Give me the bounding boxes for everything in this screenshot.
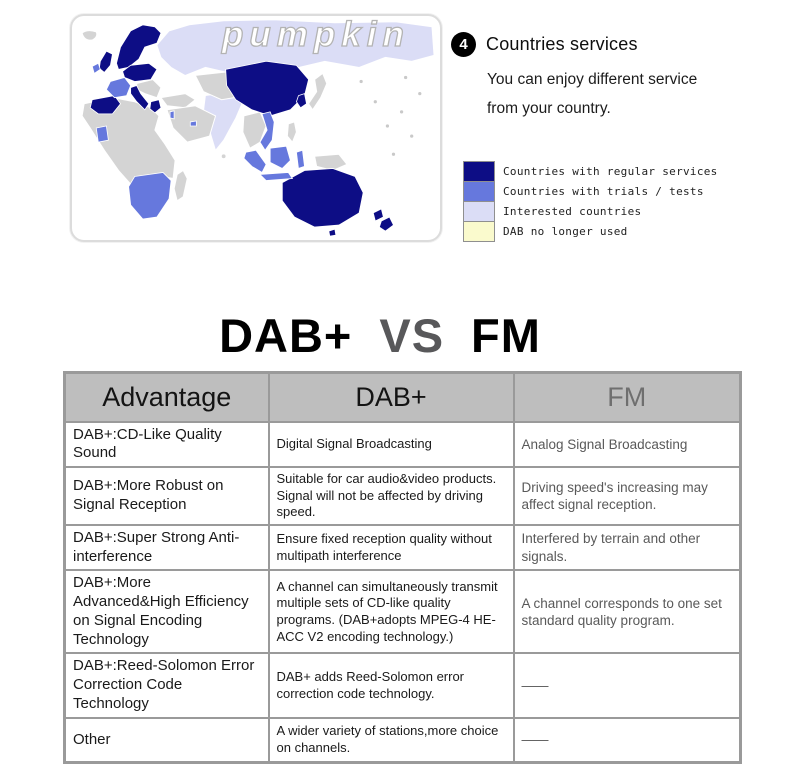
legend-item: Countries with trials / tests bbox=[463, 181, 718, 202]
region-philippines bbox=[286, 121, 297, 144]
region-ghana bbox=[95, 125, 109, 143]
cell-dab: A channel can simultaneously transmit mu… bbox=[267, 569, 515, 655]
region-tasmania bbox=[328, 228, 337, 237]
region-france bbox=[105, 76, 132, 99]
region-borneo bbox=[269, 145, 291, 169]
vs-title: DAB+ VS FM bbox=[40, 308, 720, 363]
vs-title-vs: VS bbox=[379, 309, 445, 362]
cell-fm: A channel corresponds to one set standar… bbox=[512, 569, 742, 655]
cell-fm: Driving speed's increasing may affect si… bbox=[512, 466, 742, 526]
pacific-islands bbox=[359, 75, 422, 156]
table-row: DAB+:More Robust on Signal Reception Sui… bbox=[63, 466, 742, 526]
cell-fm: Interfered by terrain and other signals. bbox=[512, 523, 742, 572]
table-row: DAB+:More Advanced&High Efficiency on Si… bbox=[63, 569, 742, 655]
table-row: DAB+:Reed-Solomon Error Correction Code … bbox=[63, 652, 742, 719]
region-uk bbox=[98, 50, 113, 73]
region-new-zealand-north bbox=[372, 208, 384, 222]
sea-caspian bbox=[186, 74, 197, 93]
cell-dab: Digital Signal Broadcasting bbox=[267, 420, 515, 468]
cell-advantage: DAB+:Super Strong Anti-interference bbox=[63, 523, 270, 572]
section-heading: Countries services bbox=[486, 34, 638, 54]
world-map bbox=[81, 19, 435, 237]
cell-fm: —— bbox=[512, 652, 742, 719]
cell-advantage: DAB+:Reed-Solomon Error Correction Code … bbox=[63, 652, 270, 719]
region-south-africa bbox=[128, 172, 172, 220]
header-advantage: Advantage bbox=[63, 371, 270, 423]
table-row: DAB+:Super Strong Anti-interference Ensu… bbox=[63, 523, 742, 572]
legend-item: Interested countries bbox=[463, 201, 718, 222]
region-south-korea bbox=[295, 93, 307, 109]
cell-dab: Ensure fixed reception quality without m… bbox=[267, 523, 515, 572]
cell-dab: DAB+ adds Reed-Solomon error correction … bbox=[267, 652, 515, 719]
section-description-line1: You can enjoy different service bbox=[487, 71, 698, 88]
step-4-badge: 4 bbox=[451, 32, 476, 57]
header-dab: DAB+ bbox=[267, 371, 515, 423]
region-russia bbox=[156, 19, 435, 76]
region-china bbox=[225, 60, 310, 117]
section-description-line2: from your country. bbox=[487, 100, 611, 117]
legend-label: Countries with trials / tests bbox=[503, 185, 704, 198]
region-sumatra bbox=[243, 149, 267, 174]
vs-title-dab: DAB+ bbox=[219, 309, 353, 362]
region-sulawesi bbox=[295, 149, 305, 169]
cell-fm: Analog Signal Broadcasting bbox=[512, 420, 742, 468]
region-scandinavia bbox=[116, 24, 162, 70]
sea-black bbox=[166, 86, 181, 95]
region-vietnam bbox=[259, 111, 275, 151]
region-israel bbox=[169, 110, 175, 120]
region-japan bbox=[307, 72, 328, 111]
cell-advantage: DAB+:More Robust on Signal Reception bbox=[63, 466, 270, 526]
table-row: DAB+:CD-Like Quality Sound Digital Signa… bbox=[63, 420, 742, 468]
region-australia bbox=[281, 168, 364, 228]
region-madagascar bbox=[173, 169, 188, 202]
legend-swatch bbox=[463, 221, 495, 242]
legend-swatch bbox=[463, 161, 495, 182]
cell-advantage: DAB+:More Advanced&High Efficiency on Si… bbox=[63, 569, 270, 655]
map-legend: Countries with regular services Countrie… bbox=[463, 161, 718, 242]
cell-dab: Suitable for car audio&video products. S… bbox=[267, 466, 515, 526]
legend-swatch bbox=[463, 201, 495, 222]
comparison-table-body: DAB+:CD-Like Quality Sound Digital Signa… bbox=[63, 420, 742, 764]
table-header-row: Advantage DAB+ FM bbox=[63, 371, 742, 423]
world-map-card bbox=[70, 14, 442, 242]
region-new-guinea bbox=[314, 153, 348, 171]
region-turkey bbox=[160, 93, 197, 109]
header-fm: FM bbox=[512, 371, 742, 423]
cell-advantage: DAB+:CD-Like Quality Sound bbox=[63, 420, 270, 468]
legend-swatch bbox=[463, 181, 495, 202]
legend-item: Countries with regular services bbox=[463, 161, 718, 182]
region-new-zealand-south bbox=[378, 216, 395, 232]
legend-item: DAB no longer used bbox=[463, 221, 718, 242]
region-java bbox=[259, 172, 294, 181]
region-italy bbox=[130, 85, 150, 111]
region-sri-lanka bbox=[220, 153, 227, 160]
region-central-europe bbox=[122, 62, 158, 82]
region-iceland bbox=[81, 30, 98, 41]
comparison-table: Advantage DAB+ FM DAB+:CD-Like Quality S… bbox=[63, 371, 742, 764]
legend-label: Interested countries bbox=[503, 205, 642, 218]
region-ireland bbox=[91, 62, 101, 75]
legend-label: DAB no longer used bbox=[503, 225, 628, 238]
region-greece bbox=[149, 99, 162, 114]
vs-title-fm: FM bbox=[471, 309, 541, 362]
region-gulf-states bbox=[189, 120, 197, 127]
legend-label: Countries with regular services bbox=[503, 165, 718, 178]
